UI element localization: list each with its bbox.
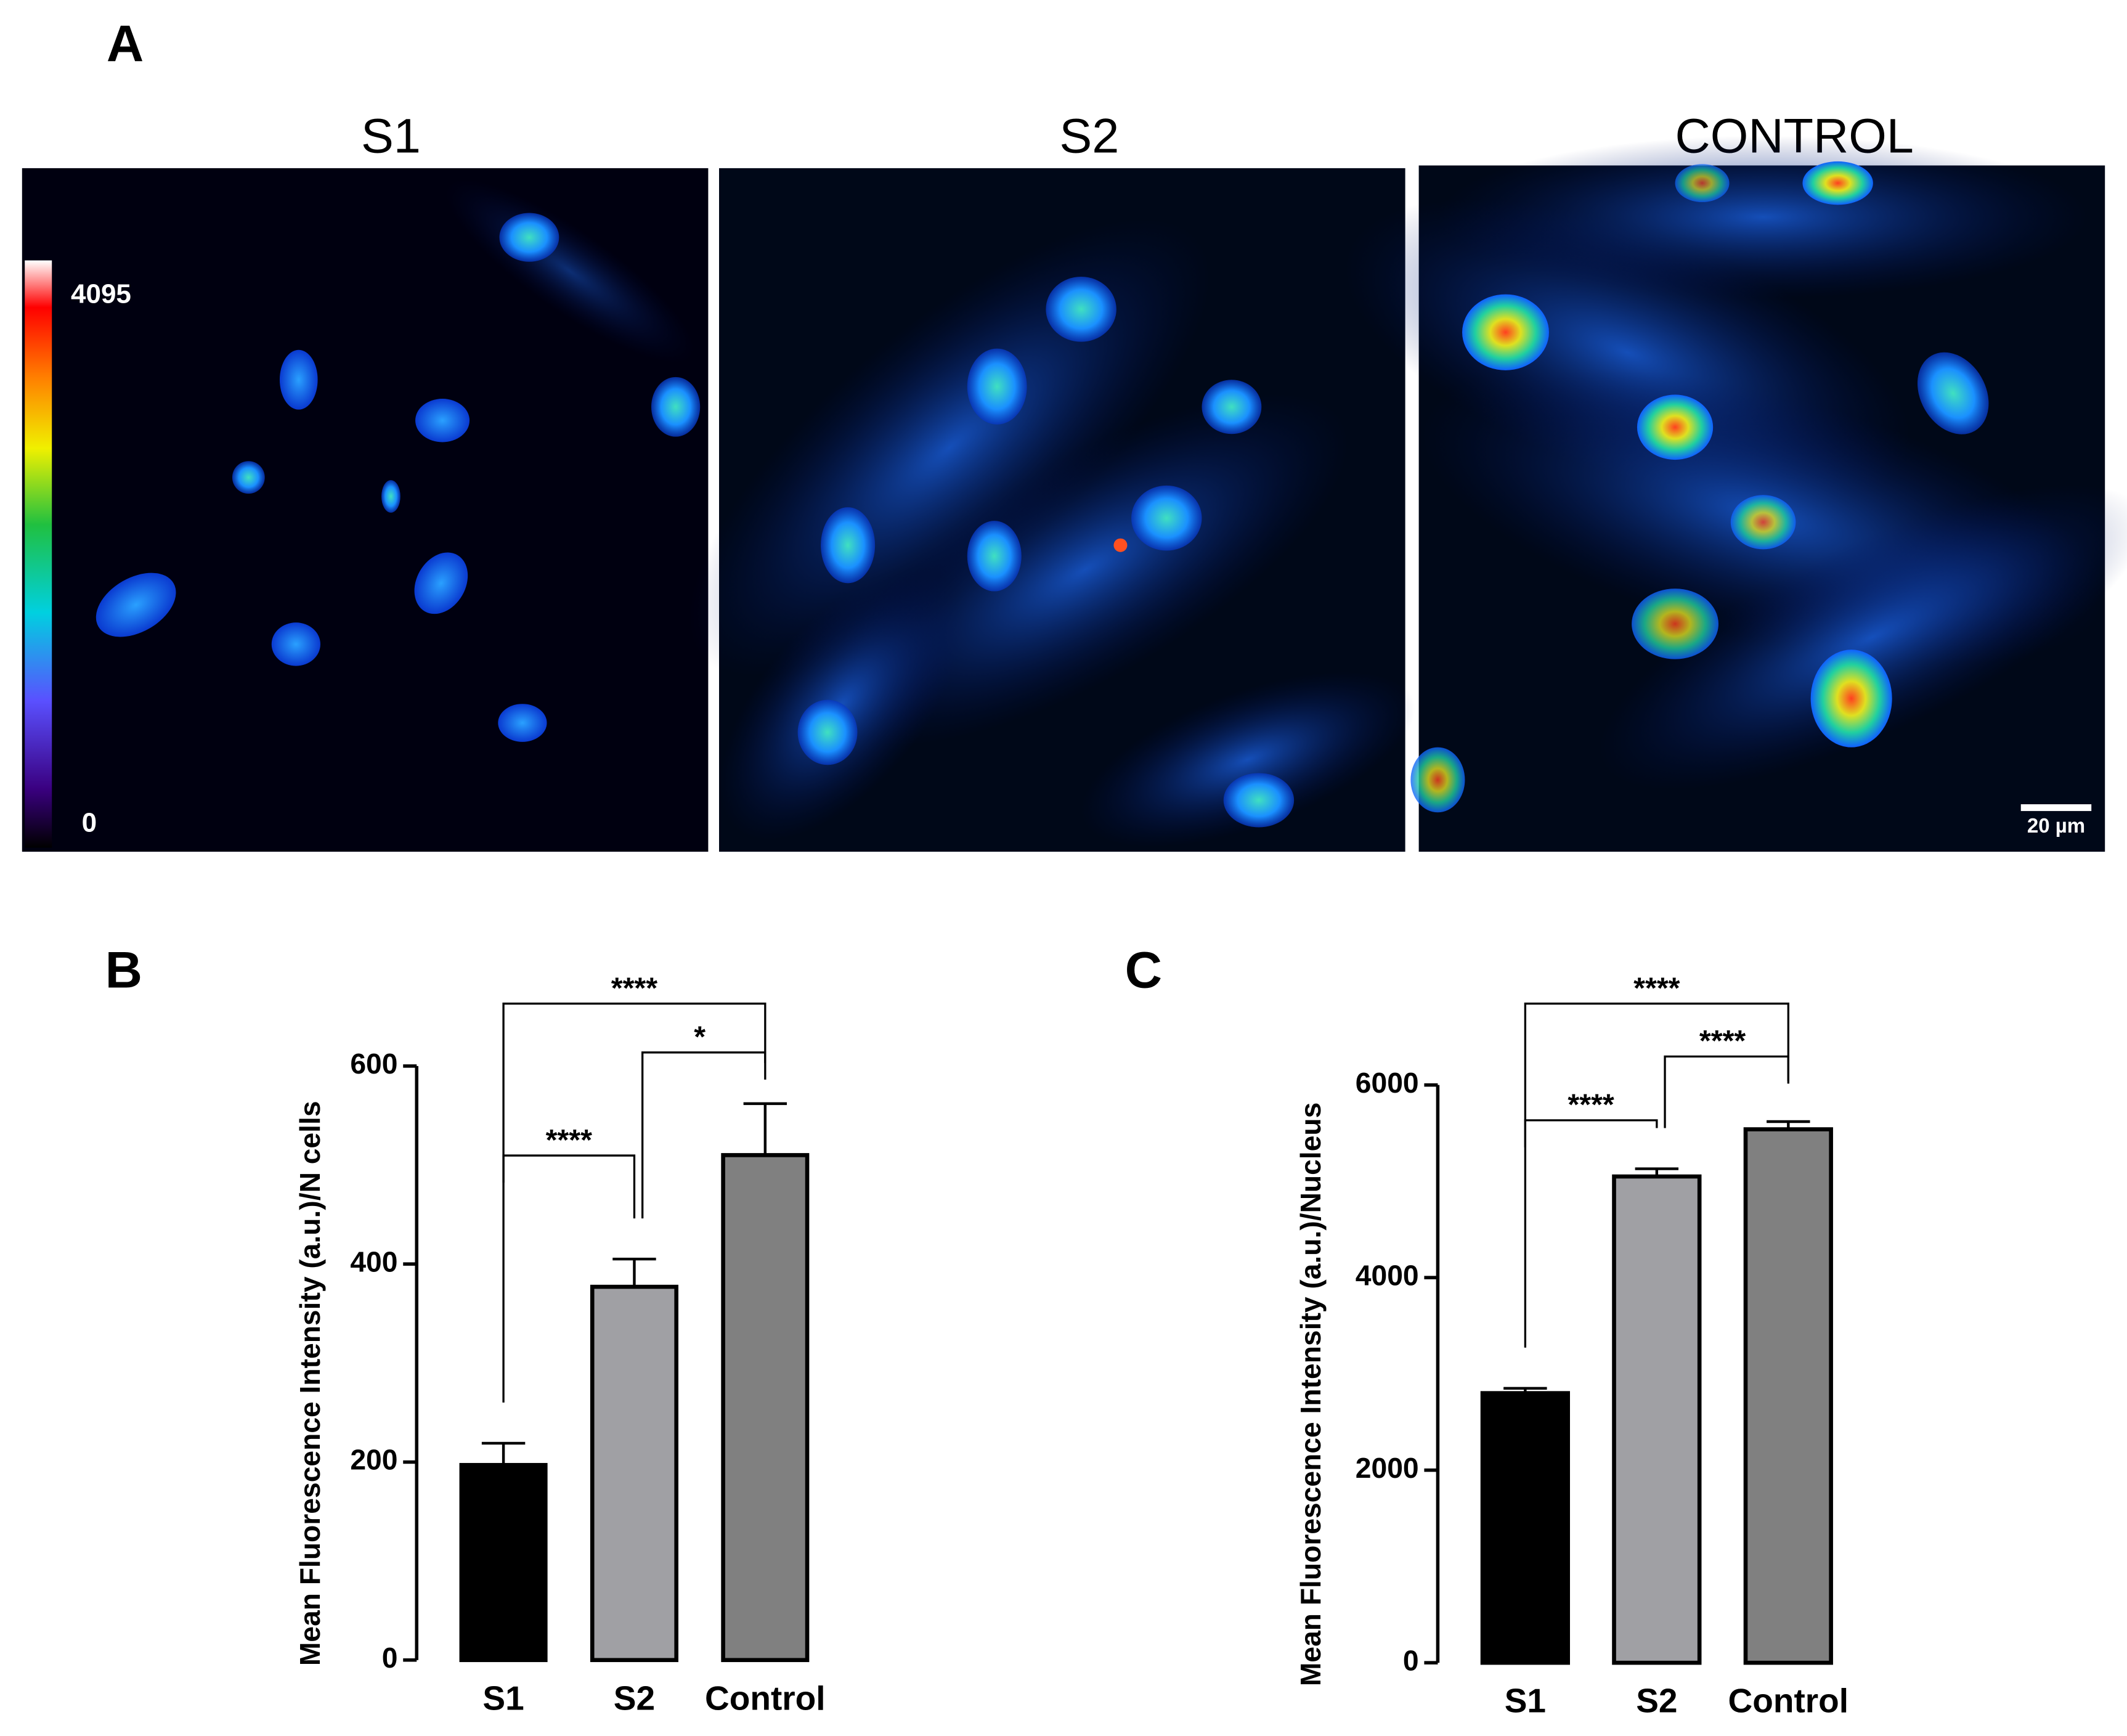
- x-tick-label: Control: [705, 1679, 826, 1717]
- panel-label: C: [1125, 940, 1162, 998]
- x-tick-label: Control: [1728, 1682, 1849, 1720]
- panel-label: A: [107, 14, 144, 72]
- x-tick-label: S2: [614, 1679, 655, 1717]
- significance-bracket: [1524, 1119, 1658, 1348]
- bar-chart: C Mean Fluorescence Intensity (a.u.)/Nucl…: [1125, 940, 1848, 1719]
- bar: [721, 1153, 810, 1663]
- y-tick-label: 4000: [1356, 1259, 1419, 1291]
- image-title: S2: [1059, 108, 1119, 163]
- colorbar-label: 0: [82, 808, 97, 838]
- significance-bracket: [502, 1154, 636, 1403]
- bar: [590, 1284, 678, 1663]
- panel-label: B: [105, 940, 142, 998]
- y-tick-label: 200: [350, 1444, 397, 1476]
- micrograph: 20 µm: [1344, 136, 2127, 852]
- significance-label: *: [694, 1021, 706, 1054]
- significance-label: ****: [1568, 1088, 1614, 1122]
- scale-bar-label: 20 µm: [2027, 814, 2085, 837]
- y-tick-label: 2000: [1356, 1452, 1419, 1484]
- significance-label: ****: [611, 971, 658, 1005]
- y-tick-label: 600: [350, 1048, 397, 1080]
- significance-label: ****: [1699, 1024, 1746, 1057]
- x-tick-label: S1: [482, 1679, 524, 1717]
- significance-bracket: [1524, 1002, 1789, 1147]
- significance-bracket: [1664, 1055, 1789, 1128]
- y-tick-label: 0: [382, 1642, 398, 1674]
- significance-bracket: [502, 1002, 767, 1183]
- micrograph: [688, 168, 1415, 852]
- micrograph: [22, 168, 709, 852]
- significance-label: ****: [546, 1123, 593, 1157]
- y-tick-label: 400: [350, 1245, 397, 1278]
- bar: [1480, 1391, 1570, 1665]
- y-axis-label: Mean Fluorescence Intensity (a.u.)/Nucle…: [1295, 1102, 1327, 1686]
- y-tick-label: 6000: [1356, 1067, 1419, 1099]
- bar-chart: B Mean Fluorescence Intensity (a.u.)/N ce…: [105, 940, 826, 1717]
- image-title: S1: [361, 108, 421, 163]
- significance-label: ****: [1633, 971, 1680, 1005]
- y-axis-label: Mean Fluorescence Intensity (a.u.)/N cel…: [294, 1101, 326, 1666]
- colorbar-label: 4095: [71, 279, 131, 309]
- y-tick-label: 0: [1403, 1644, 1419, 1676]
- x-tick-label: S2: [1636, 1682, 1677, 1720]
- bar: [1612, 1174, 1702, 1665]
- x-tick-label: S1: [1505, 1682, 1546, 1720]
- bar: [1743, 1127, 1833, 1665]
- bar: [459, 1462, 548, 1663]
